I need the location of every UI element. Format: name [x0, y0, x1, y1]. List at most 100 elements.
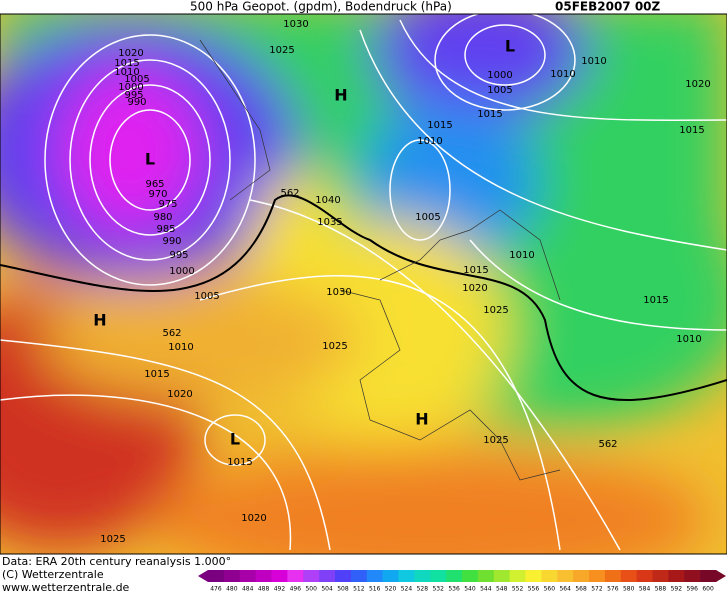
scale-label: 564	[559, 586, 571, 593]
scale-swatch	[462, 570, 479, 582]
isobar-label: 1000	[169, 266, 194, 277]
color-scale: 476 480 484 488 492 496 500 504 508 512 516 520 524 5…	[198, 570, 726, 593]
scale-swatch	[446, 570, 463, 582]
isobar-label: 990	[127, 97, 146, 108]
isobar-label: 1005	[194, 291, 219, 302]
isobar-label: 562	[280, 188, 299, 199]
isobar-label: 1000	[487, 70, 512, 81]
scale-label: 580	[623, 586, 635, 593]
scale-swatch	[335, 570, 352, 582]
isobar-label: 1040	[315, 195, 340, 206]
isobar-label: 1015	[427, 120, 452, 131]
scale-swatch	[620, 570, 638, 582]
isobar-label: 1015	[463, 265, 488, 276]
scale-label: 556	[528, 586, 540, 593]
map-frame	[0, 13, 727, 555]
scale-label: 496	[290, 586, 302, 593]
scale-label: 560	[544, 586, 556, 593]
scale-swatch	[430, 570, 447, 582]
scale-swatch	[636, 570, 653, 582]
scale-label: 480	[226, 586, 238, 593]
scale-swatch	[652, 570, 669, 582]
scale-swatch	[271, 570, 288, 582]
isobar-label: 1010	[509, 250, 534, 261]
scale-swatch	[366, 570, 384, 582]
scale-label: 528	[417, 586, 429, 593]
scale-label: 516	[369, 586, 381, 593]
pressure-center: L	[505, 37, 515, 56]
isobar-label: 995	[124, 90, 143, 101]
scale-swatch	[255, 570, 272, 582]
isobar-label: 1015	[477, 109, 502, 120]
scale-label: 504	[321, 586, 333, 593]
scale-label: 548	[496, 586, 508, 593]
scale-label: 540	[464, 586, 476, 593]
date: 05FEB2007 00Z	[555, 0, 661, 14]
scale-label: 588	[655, 586, 667, 593]
pressure-center: H	[93, 311, 106, 330]
title: 500 hPa Geopot. (gpdm), Bodendruck (hPa)	[190, 0, 452, 14]
isobar-label: 985	[156, 224, 175, 235]
isobar-label: 1015	[227, 457, 252, 468]
scale-swatch	[477, 570, 495, 582]
scale-label: 584	[639, 586, 651, 593]
isobar-label: 1005	[487, 85, 512, 96]
scale-label: 600	[702, 586, 714, 593]
scale-swatch	[684, 570, 701, 582]
scale-swatch	[509, 570, 526, 582]
isobar-label: 1020	[462, 283, 487, 294]
scale-swatch	[700, 570, 717, 582]
isobar-label: 965	[145, 179, 164, 190]
scale-swatch	[208, 570, 225, 582]
isobar-label: 562	[598, 439, 617, 450]
isobar-label: 1035	[317, 217, 342, 228]
isobar-label: 995	[169, 250, 188, 261]
scale-label: 484	[242, 586, 254, 593]
copyright: (C) Wetterzentrale	[2, 568, 104, 581]
isobar-label: 1025	[483, 305, 508, 316]
isobar-label: 1015	[643, 295, 668, 306]
isobar-label: 1010	[417, 136, 442, 147]
url: www.wetterzentrale.de	[2, 581, 130, 593]
scale-swatch	[525, 570, 542, 582]
isobar-label: 1020	[685, 79, 710, 90]
scale-label: 568	[575, 586, 587, 593]
isobar-label: 975	[158, 199, 177, 210]
scale-swatch	[239, 570, 257, 582]
coastlines	[199, 39, 561, 481]
scale-arrow-right	[716, 570, 726, 582]
scale-swatch	[398, 570, 415, 582]
scale-label: 476	[210, 586, 222, 593]
scale-label: 536	[448, 586, 460, 593]
isobar-label: 1025	[483, 435, 508, 446]
scale-swatch	[350, 570, 368, 582]
scale-swatch	[287, 570, 304, 582]
isobar-label: 1020	[241, 513, 266, 524]
scale-label: 532	[432, 586, 444, 593]
scale-label: 596	[686, 586, 698, 593]
pressure-center: L	[230, 430, 240, 449]
isobar-label: 1010	[581, 56, 606, 67]
isobar-label: 1030	[326, 287, 351, 298]
isobar-label: 1025	[100, 534, 125, 545]
isobar-label: 980	[153, 212, 172, 223]
pressure-center: L	[145, 150, 155, 169]
isobar-label: 1010	[550, 69, 575, 80]
contour-552	[0, 194, 727, 401]
scale-label: 552	[512, 586, 524, 593]
isobar-label: 970	[148, 189, 167, 200]
isobars	[0, 14, 727, 551]
scale-swatch	[589, 570, 606, 582]
scale-label: 508	[337, 586, 349, 593]
isobar-label: 1025	[322, 341, 347, 352]
scale-label: 524	[401, 586, 413, 593]
scale-swatch	[604, 570, 622, 582]
scale-label: 592	[671, 586, 683, 593]
isobar-label: 1005	[415, 212, 440, 223]
scale-swatch	[223, 570, 241, 582]
scale-label: 544	[480, 586, 492, 593]
scale-label: 492	[274, 586, 286, 593]
